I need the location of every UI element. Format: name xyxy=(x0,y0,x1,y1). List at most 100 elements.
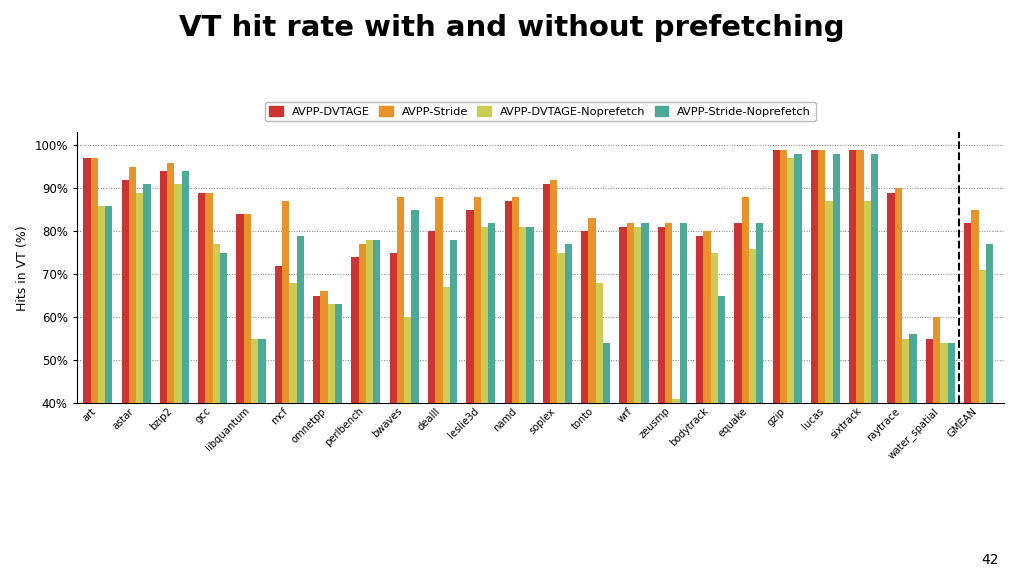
Bar xyxy=(627,223,634,575)
Text: 42: 42 xyxy=(981,554,998,567)
Bar xyxy=(634,227,641,575)
Bar xyxy=(926,339,933,575)
Bar xyxy=(902,339,909,575)
Bar xyxy=(680,223,687,575)
Bar xyxy=(557,253,564,575)
Bar xyxy=(373,240,381,575)
Bar xyxy=(199,192,206,575)
Bar xyxy=(258,339,265,575)
Bar xyxy=(833,154,840,575)
Bar xyxy=(964,223,972,575)
Bar xyxy=(473,197,481,575)
Bar xyxy=(564,244,572,575)
Bar xyxy=(351,257,358,575)
Bar xyxy=(526,227,534,575)
Bar xyxy=(122,180,129,575)
Bar xyxy=(596,283,603,575)
Bar xyxy=(550,180,557,575)
Bar xyxy=(933,317,940,575)
Bar xyxy=(940,343,947,575)
Bar xyxy=(313,295,321,575)
Bar xyxy=(589,218,596,575)
Bar xyxy=(404,317,412,575)
Bar xyxy=(711,253,718,575)
Bar xyxy=(366,240,373,575)
Bar xyxy=(780,150,787,575)
Bar xyxy=(641,223,648,575)
Bar xyxy=(274,266,282,575)
Text: Prefetching increases the VT hit rate: Prefetching increases the VT hit rate xyxy=(232,494,792,523)
Bar xyxy=(481,227,488,575)
Bar xyxy=(696,236,703,575)
Bar xyxy=(335,304,342,575)
Bar xyxy=(428,232,435,575)
Bar xyxy=(251,339,258,575)
Bar xyxy=(390,253,397,575)
Bar xyxy=(979,270,986,575)
Bar xyxy=(909,335,916,575)
Bar xyxy=(105,206,113,575)
Bar xyxy=(167,162,174,575)
Bar xyxy=(986,244,993,575)
Bar xyxy=(282,201,290,575)
Bar xyxy=(864,201,871,575)
Bar xyxy=(673,399,680,575)
Bar xyxy=(756,223,764,575)
Bar xyxy=(290,283,297,575)
Bar xyxy=(787,158,795,575)
Bar xyxy=(519,227,526,575)
Bar xyxy=(129,167,136,575)
Bar xyxy=(718,295,725,575)
Bar xyxy=(450,240,457,575)
Legend: AVPP-DVTAGE, AVPP-Stride, AVPP-DVTAGE-Noprefetch, AVPP-Stride-Noprefetch: AVPP-DVTAGE, AVPP-Stride, AVPP-DVTAGE-No… xyxy=(264,101,816,122)
Bar xyxy=(244,214,251,575)
Bar xyxy=(435,197,442,575)
Bar xyxy=(811,150,818,575)
Bar xyxy=(488,223,496,575)
Bar xyxy=(328,304,335,575)
Bar xyxy=(505,201,512,575)
Bar xyxy=(206,192,213,575)
Bar xyxy=(734,223,741,575)
Bar xyxy=(98,206,105,575)
Bar xyxy=(888,192,895,575)
Bar xyxy=(213,244,220,575)
Bar xyxy=(703,232,711,575)
Bar xyxy=(795,154,802,575)
Bar xyxy=(83,158,90,575)
Bar xyxy=(466,210,473,575)
Bar xyxy=(136,192,143,575)
Bar xyxy=(174,184,181,575)
Bar xyxy=(90,158,98,575)
Bar xyxy=(849,150,856,575)
Bar xyxy=(543,184,550,575)
Bar xyxy=(358,244,366,575)
Bar xyxy=(397,197,404,575)
Bar xyxy=(237,214,244,575)
Bar xyxy=(297,236,304,575)
Bar xyxy=(749,248,756,575)
Bar xyxy=(972,210,979,575)
Bar xyxy=(442,287,450,575)
Bar xyxy=(818,150,825,575)
Bar xyxy=(143,184,151,575)
Bar xyxy=(657,227,665,575)
Bar xyxy=(665,223,673,575)
Bar xyxy=(772,150,780,575)
Bar xyxy=(947,343,955,575)
Bar xyxy=(512,197,519,575)
Bar xyxy=(160,171,167,575)
Bar xyxy=(220,253,227,575)
Bar xyxy=(871,154,879,575)
Bar xyxy=(895,188,902,575)
Bar xyxy=(181,171,189,575)
Bar xyxy=(321,291,328,575)
Bar xyxy=(620,227,627,575)
Bar xyxy=(603,343,610,575)
Text: VT hit rate with and without prefetching: VT hit rate with and without prefetching xyxy=(179,14,845,43)
Bar xyxy=(825,201,833,575)
Bar xyxy=(582,232,589,575)
Bar xyxy=(741,197,749,575)
Y-axis label: Hits in VT (%): Hits in VT (%) xyxy=(15,225,29,310)
Bar xyxy=(412,210,419,575)
